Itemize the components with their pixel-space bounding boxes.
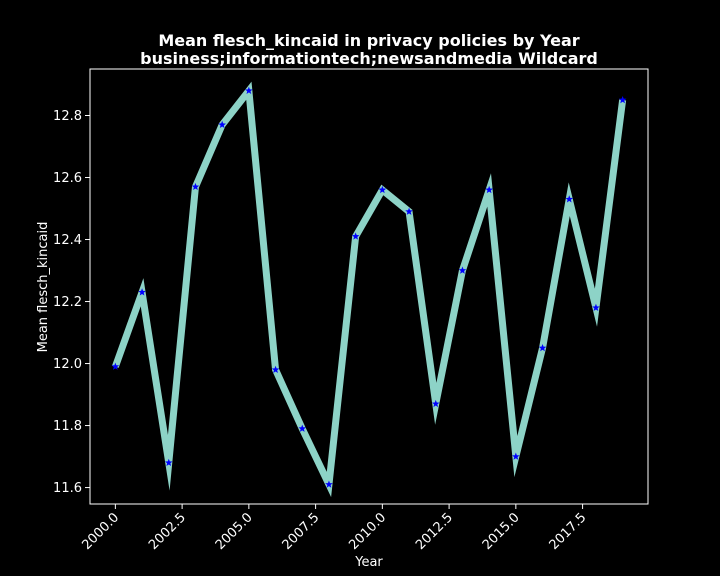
data-point bbox=[378, 185, 387, 194]
x-tick-label: 2000.0 bbox=[79, 510, 122, 553]
y-tick-label: 12.6 bbox=[53, 171, 82, 186]
x-tick-label: 2005.0 bbox=[213, 510, 256, 553]
data-point bbox=[592, 303, 600, 311]
x-tick-label: 2002.5 bbox=[146, 510, 189, 553]
data-point bbox=[164, 458, 173, 466]
x-axis-label: Year bbox=[354, 555, 383, 570]
data-point bbox=[538, 344, 547, 352]
x-tick-label: 2010.0 bbox=[346, 510, 389, 553]
data-point bbox=[458, 266, 467, 274]
data-point bbox=[325, 480, 333, 488]
x-tick-label: 2017.5 bbox=[547, 510, 590, 553]
x-tick-label: 2007.5 bbox=[280, 510, 323, 553]
data-point bbox=[218, 120, 226, 129]
data-point bbox=[111, 362, 120, 370]
data-point bbox=[138, 288, 146, 296]
y-tick-label: 12.8 bbox=[53, 109, 82, 124]
data-point bbox=[245, 86, 253, 94]
data-point bbox=[485, 185, 493, 194]
y-tick-label: 12.2 bbox=[53, 295, 82, 310]
x-tick-label: 2015.0 bbox=[480, 510, 523, 553]
data-point bbox=[271, 365, 280, 373]
data-point bbox=[618, 96, 627, 104]
axes-frame bbox=[89, 68, 649, 505]
chart-title: Mean flesch_kincaid in privacy policies … bbox=[158, 31, 579, 50]
data-point bbox=[512, 452, 520, 460]
plot-area: 11.6 11.8 12.0 12.2 12.4 12.6 12.8 2000.0 2002.5… bbox=[53, 68, 649, 553]
data-point bbox=[298, 424, 307, 432]
y-tick-label: 12.4 bbox=[53, 233, 82, 248]
y-tick-label: 11.8 bbox=[53, 419, 82, 434]
data-point bbox=[351, 232, 360, 240]
y-tick-label: 11.6 bbox=[53, 481, 82, 496]
x-tick-label: 2012.5 bbox=[413, 510, 456, 553]
chart-subtitle: business;informationtech;newsandmedia Wi… bbox=[140, 49, 598, 68]
y-tick-label: 12.0 bbox=[53, 357, 82, 372]
data-point bbox=[191, 182, 200, 191]
series-line bbox=[112, 81, 627, 498]
y-axis-label: Mean flesch_kincaid bbox=[36, 222, 51, 353]
data-point bbox=[565, 195, 574, 203]
data-point bbox=[431, 399, 440, 408]
data-point bbox=[405, 207, 413, 215]
